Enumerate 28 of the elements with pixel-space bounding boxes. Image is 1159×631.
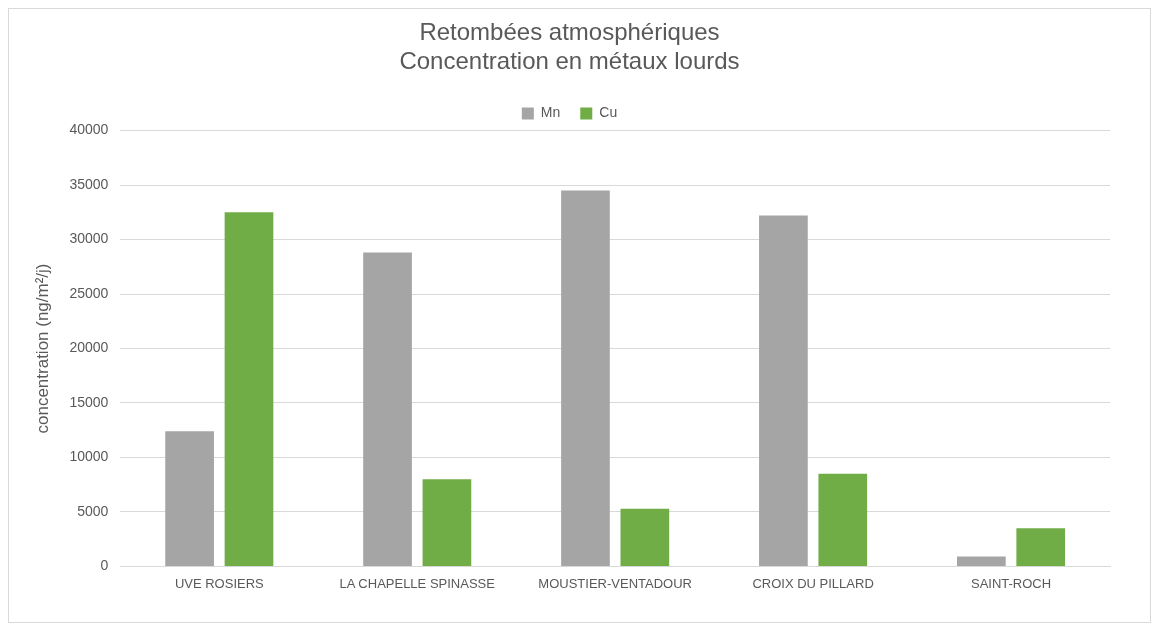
bar [422, 479, 472, 566]
bar [818, 473, 868, 566]
y-axis-title: concentration (ng/m²/j) [32, 263, 52, 434]
legend-label: Cu [599, 104, 618, 121]
y-tick-label: 15000 [69, 393, 109, 410]
x-tick-label: MOUSTIER-VENTADOUR [538, 575, 692, 591]
bar [759, 215, 808, 566]
chart-title: Retombées atmosphériques Concentration en métaux lourds [399, 18, 740, 74]
x-tick-label: LA CHAPELLE SPINASSE [339, 575, 496, 591]
bar [620, 508, 670, 566]
x-tick-label: UVE ROSIERS [174, 575, 265, 591]
y-tick-label: 35000 [69, 175, 109, 192]
bar [561, 190, 610, 566]
y-tick-label: 10000 [69, 448, 109, 465]
x-tick-label: SAINT-ROCH [970, 575, 1052, 591]
bar [165, 431, 214, 566]
bar [363, 252, 412, 566]
x-tick-label: CROIX DU PILLARD [752, 575, 874, 591]
y-tick-label: 0 [100, 557, 109, 574]
y-tick-label: 5000 [77, 502, 109, 519]
y-tick-label: 30000 [69, 230, 109, 247]
y-tick-label: 40000 [69, 121, 109, 138]
bar [224, 212, 274, 566]
y-tick-label: 25000 [69, 284, 109, 301]
y-tick-label: 20000 [69, 339, 109, 356]
bar [1016, 528, 1066, 566]
bar [957, 556, 1006, 566]
legend-label: Mn [540, 104, 561, 121]
